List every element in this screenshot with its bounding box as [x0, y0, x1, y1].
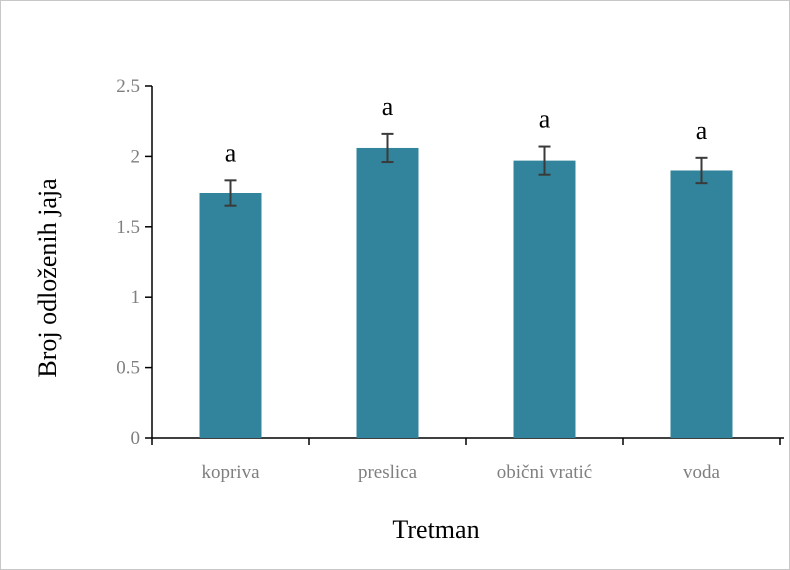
y-tick-label: 0.5 [116, 358, 140, 379]
significance-label: a [225, 138, 237, 167]
significance-label: a [696, 116, 708, 145]
y-axis: 0 0.5 1 1.5 2 2.5 [116, 76, 153, 449]
x-axis: kopriva preslica obični vratić voda [151, 437, 784, 483]
significance-labels: a a a a [225, 92, 708, 167]
x-axis-title: Tretman [392, 515, 479, 544]
category-label: obični vratić [497, 462, 593, 483]
bar [356, 147, 419, 438]
error-bar [538, 145, 551, 176]
y-tick-label: 2.5 [116, 76, 140, 97]
error-bar [695, 156, 708, 185]
bar [670, 170, 733, 439]
error-bars [224, 132, 708, 207]
bar [513, 160, 576, 438]
category-label: preslica [358, 462, 418, 483]
y-tick-label: 2 [131, 146, 141, 167]
error-bar [224, 179, 237, 207]
bars [199, 147, 733, 439]
error-bar [381, 132, 394, 164]
y-axis-title: Broj odloženih jaja [33, 178, 62, 378]
significance-label: a [382, 92, 394, 121]
bar [199, 193, 262, 438]
y-tick-label: 1.5 [116, 217, 140, 238]
y-tick-label: 1 [131, 287, 141, 308]
significance-label: a [539, 105, 551, 134]
y-tick-label: 0 [131, 428, 141, 449]
category-label: voda [683, 462, 721, 483]
category-label: kopriva [201, 462, 260, 483]
